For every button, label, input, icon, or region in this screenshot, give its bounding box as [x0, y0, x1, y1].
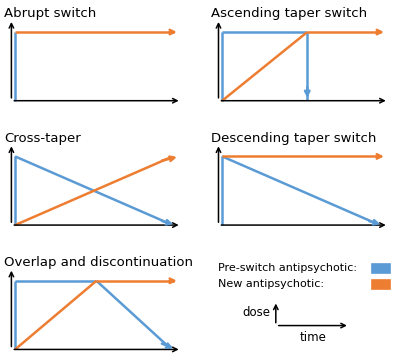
- Text: New antipsychotic:: New antipsychotic:: [218, 279, 324, 289]
- Text: Pre-switch antipsychotic:: Pre-switch antipsychotic:: [218, 263, 358, 273]
- Bar: [372, 264, 390, 273]
- Bar: [372, 280, 390, 289]
- Text: Cross-taper: Cross-taper: [4, 131, 81, 145]
- Text: Abrupt switch: Abrupt switch: [4, 7, 96, 20]
- Text: dose: dose: [242, 306, 270, 319]
- Text: Descending taper switch: Descending taper switch: [211, 131, 376, 145]
- Text: time: time: [299, 331, 326, 344]
- Text: Ascending taper switch: Ascending taper switch: [211, 7, 367, 20]
- Text: Overlap and discontinuation: Overlap and discontinuation: [4, 256, 193, 269]
